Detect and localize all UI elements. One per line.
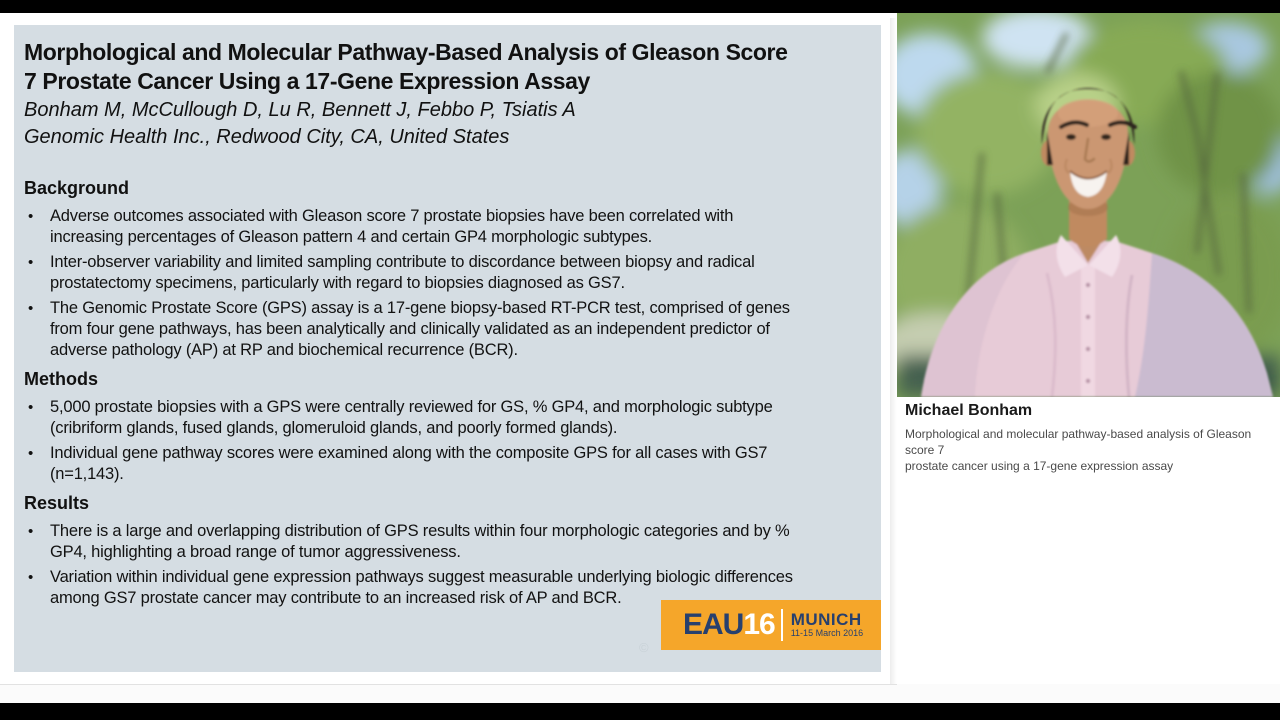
bullet-text: 5,000 prostate biopsies with a GPS were … xyxy=(50,398,773,437)
section-heading-background: Background xyxy=(24,178,130,198)
slide-card-shadow xyxy=(890,18,897,686)
eau16-munich-logo: EAU 16 MUNICH 11-15 March 2016 xyxy=(661,600,881,650)
logo-divider xyxy=(780,609,783,641)
slide-title: Morphological and Molecular Pathway-Base… xyxy=(24,39,788,94)
bullet-dot: • xyxy=(28,300,34,317)
bullet-dot: • xyxy=(28,569,34,586)
bullet-text: Inter-observer variability and limited s… xyxy=(50,253,755,292)
speaker-video[interactable] xyxy=(897,13,1280,397)
logo-city-text: MUNICH xyxy=(790,610,862,629)
footer-band xyxy=(0,684,1280,703)
authors-line: Bonham M, McCullough D, Lu R, Bennett J,… xyxy=(24,99,576,121)
logo-dates-text: 11-15 March 2016 xyxy=(790,628,864,638)
bullet-item: • There is a large and overlapping distr… xyxy=(24,521,871,563)
bullet-item: • Inter-observer variability and limited… xyxy=(24,252,871,294)
slide-content: Morphological and Molecular Pathway-Base… xyxy=(14,25,881,609)
letterbox-bottom xyxy=(0,703,1280,720)
bullet-text: Individual gene pathway scores were exam… xyxy=(50,444,768,483)
section-heading-results: Results xyxy=(24,493,90,513)
bullet-dot: • xyxy=(28,208,34,225)
bullet-item: • The Genomic Prostate Score (GPS) assay… xyxy=(24,298,871,361)
bullet-dot: • xyxy=(28,399,34,416)
bullet-item: • Adverse outcomes associated with Gleas… xyxy=(24,206,871,248)
bullet-text: The Genomic Prostate Score (GPS) assay i… xyxy=(50,299,790,359)
speaker-info: Michael Bonham Morphological and molecul… xyxy=(905,401,1277,474)
bullet-item: • Variation within individual gene expre… xyxy=(24,567,871,609)
logo-year-text: 16 xyxy=(743,608,775,641)
affiliation-line: Genomic Health Inc., Redwood City, CA, U… xyxy=(24,126,510,148)
bullet-dot: • xyxy=(28,254,34,271)
speaker-talk-title: Morphological and molecular pathway-base… xyxy=(905,427,1252,473)
bullet-item: • 5,000 prostate biopsies with a GPS wer… xyxy=(24,397,871,439)
card-bottom-edge xyxy=(0,684,897,685)
letterbox-top xyxy=(0,0,1280,13)
speaker-name: Michael Bonham xyxy=(905,402,1033,419)
section-heading-methods: Methods xyxy=(24,369,98,389)
bullet-dot: • xyxy=(28,445,34,462)
copyright-icon: © xyxy=(639,640,649,655)
bullet-dot: • xyxy=(28,523,34,540)
bullet-text: Variation within individual gene express… xyxy=(50,568,793,607)
presentation-slide: Morphological and Molecular Pathway-Base… xyxy=(14,25,881,672)
bullet-item: • Individual gene pathway scores were ex… xyxy=(24,443,871,485)
bullet-text: There is a large and overlapping distrib… xyxy=(50,522,790,561)
logo-org-text: EAU xyxy=(683,608,744,641)
speaker-photo-illustration xyxy=(897,13,1280,397)
bullet-text: Adverse outcomes associated with Gleason… xyxy=(50,207,734,246)
